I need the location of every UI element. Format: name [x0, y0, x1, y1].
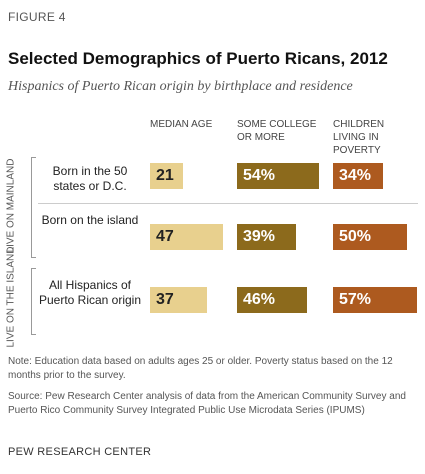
row-divider — [38, 203, 418, 204]
chart-title: Selected Demographics of Puerto Ricans, … — [8, 49, 388, 68]
row-label-born-us: Born in the 50 states or D.C. — [52, 164, 128, 193]
bar-some-college-born-us: 54% — [237, 163, 319, 189]
section-bracket-tick — [31, 257, 36, 258]
bar-poverty-island-all: 57% — [333, 287, 417, 313]
bar-median-age-born-us: 21 — [150, 163, 183, 189]
bar-some-college-island-all: 46% — [237, 287, 307, 313]
chart-subtitle: Hispanics of Puerto Rican origin by birt… — [8, 79, 353, 94]
section-bracket-island — [31, 268, 32, 334]
figure-label: FIGURE 4 — [8, 10, 66, 24]
section-bracket-mainland — [31, 157, 32, 257]
section-bracket-tick — [31, 268, 36, 269]
column-header-some-college: SOME COLLEGE OR MORE — [237, 119, 317, 143]
column-header-median-age: MEDIAN AGE — [150, 119, 213, 130]
bar-median-age-island-all: 37 — [150, 287, 207, 313]
bar-median-age-born-island: 47 — [150, 224, 223, 250]
section-label-island: LIVE ON THE ISLAND — [5, 246, 17, 348]
column-header-children-poverty: CHILDREN LIVING IN POVERTY — [333, 119, 385, 156]
section-bracket-tick — [31, 334, 36, 335]
bar-some-college-born-island: 39% — [237, 224, 296, 250]
section-bracket-tick — [31, 157, 36, 158]
organization-credit: PEW RESEARCH CENTER — [8, 446, 152, 458]
bar-poverty-born-island: 50% — [333, 224, 407, 250]
chart-source: Source: Pew Research Center analysis of … — [8, 391, 406, 416]
chart-note: Note: Education data based on adults age… — [8, 356, 393, 381]
row-label-born-island: Born on the island — [41, 213, 139, 227]
row-label-island-all: All Hispanics of Puerto Rican origin — [38, 278, 142, 307]
section-label-mainland: LIVE ON MAINLAND — [5, 158, 17, 253]
bar-poverty-born-us: 34% — [333, 163, 383, 189]
